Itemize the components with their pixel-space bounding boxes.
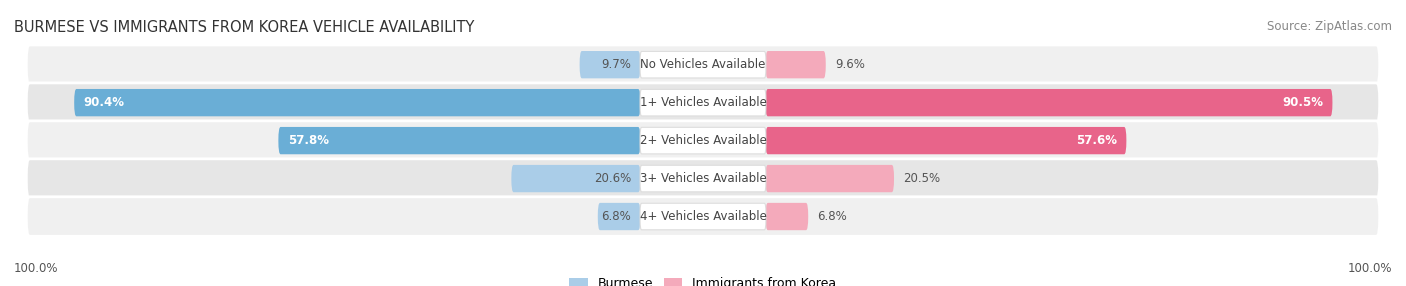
Text: 20.5%: 20.5% — [904, 172, 941, 185]
FancyBboxPatch shape — [640, 127, 766, 154]
Text: 100.0%: 100.0% — [14, 262, 59, 275]
FancyBboxPatch shape — [640, 203, 766, 230]
FancyBboxPatch shape — [278, 127, 640, 154]
FancyBboxPatch shape — [640, 51, 766, 78]
FancyBboxPatch shape — [579, 51, 640, 78]
Text: Source: ZipAtlas.com: Source: ZipAtlas.com — [1267, 20, 1392, 33]
FancyBboxPatch shape — [766, 165, 894, 192]
FancyBboxPatch shape — [766, 127, 1126, 154]
FancyBboxPatch shape — [640, 89, 766, 116]
Text: 100.0%: 100.0% — [1347, 262, 1392, 275]
FancyBboxPatch shape — [27, 121, 1379, 160]
Text: 6.8%: 6.8% — [818, 210, 848, 223]
Text: 3+ Vehicles Available: 3+ Vehicles Available — [640, 172, 766, 185]
FancyBboxPatch shape — [27, 197, 1379, 236]
FancyBboxPatch shape — [766, 51, 825, 78]
Text: 20.6%: 20.6% — [593, 172, 631, 185]
Text: 1+ Vehicles Available: 1+ Vehicles Available — [640, 96, 766, 109]
FancyBboxPatch shape — [27, 159, 1379, 198]
FancyBboxPatch shape — [27, 83, 1379, 122]
Text: 9.7%: 9.7% — [602, 58, 631, 71]
FancyBboxPatch shape — [766, 203, 808, 230]
FancyBboxPatch shape — [512, 165, 640, 192]
Text: 90.5%: 90.5% — [1282, 96, 1323, 109]
Text: 4+ Vehicles Available: 4+ Vehicles Available — [640, 210, 766, 223]
Text: 57.6%: 57.6% — [1076, 134, 1116, 147]
FancyBboxPatch shape — [27, 45, 1379, 84]
FancyBboxPatch shape — [766, 89, 1333, 116]
Legend: Burmese, Immigrants from Korea: Burmese, Immigrants from Korea — [564, 272, 842, 286]
Text: No Vehicles Available: No Vehicles Available — [640, 58, 766, 71]
Text: 57.8%: 57.8% — [288, 134, 329, 147]
FancyBboxPatch shape — [75, 89, 640, 116]
FancyBboxPatch shape — [640, 165, 766, 192]
Text: 9.6%: 9.6% — [835, 58, 865, 71]
Text: 90.4%: 90.4% — [83, 96, 125, 109]
Text: BURMESE VS IMMIGRANTS FROM KOREA VEHICLE AVAILABILITY: BURMESE VS IMMIGRANTS FROM KOREA VEHICLE… — [14, 20, 474, 35]
Text: 2+ Vehicles Available: 2+ Vehicles Available — [640, 134, 766, 147]
Text: 6.8%: 6.8% — [602, 210, 631, 223]
FancyBboxPatch shape — [598, 203, 640, 230]
